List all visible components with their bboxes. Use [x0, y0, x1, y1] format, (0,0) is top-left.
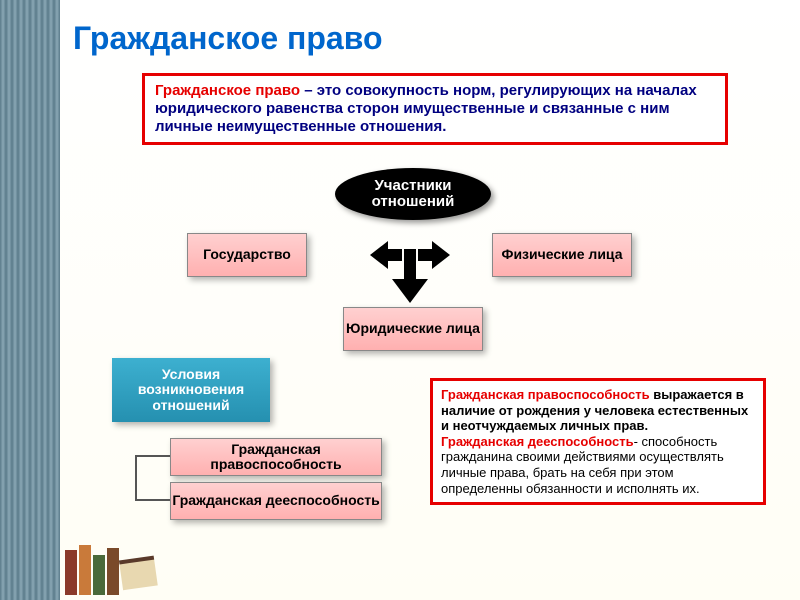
info-text-part: Гражданская правоспособность — [441, 387, 653, 402]
arrow-splitter-icon — [370, 231, 450, 311]
node-individuals: Физические лица — [492, 233, 632, 277]
bracket-connector — [135, 455, 147, 501]
node-legal-capacity: Гражданская правоспособность — [170, 438, 382, 476]
node-participants: Участники отношений — [335, 168, 491, 220]
page-title: Гражданское право — [73, 20, 382, 57]
node-conditions: Условия возникновения отношений — [112, 358, 270, 422]
node-state: Государство — [187, 233, 307, 277]
definition-box: Гражданское право – это совокупность нор… — [142, 73, 728, 145]
page-content: Гражданское право Гражданское право – эт… — [60, 0, 800, 600]
node-legal-competence: Гражданская дееспособность — [170, 482, 382, 520]
notebook-spine — [0, 0, 60, 600]
connector-line-top — [147, 455, 170, 457]
connector-line-bot — [147, 499, 170, 501]
info-box: Гражданская правоспособность выражается … — [430, 378, 766, 505]
definition-term: Гражданское право — [155, 82, 300, 99]
books-decoration-icon — [60, 520, 160, 600]
node-legal-entities: Юридические лица — [343, 307, 483, 351]
info-text-part: Гражданская дееспособность — [441, 434, 634, 449]
